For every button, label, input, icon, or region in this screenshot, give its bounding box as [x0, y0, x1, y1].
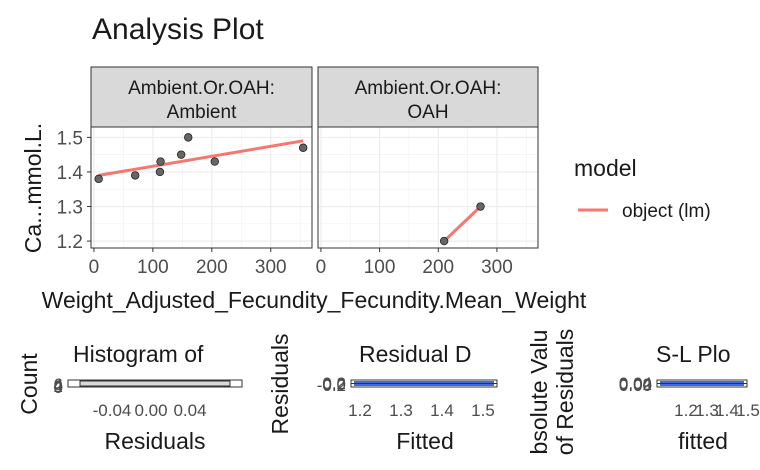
y-tick-label: -0.2: [317, 376, 346, 395]
x-tick-label: 1.3: [695, 401, 719, 420]
data-point: [298, 143, 308, 152]
facet-panel-ambient: [90, 126, 313, 249]
strip-line-1: Ambient.Or.OAH:: [128, 78, 275, 99]
main-x-axis-title: Weight_Adjusted_Fecundity_Fecundity.Mean…: [42, 287, 587, 313]
data-point: [439, 236, 449, 246]
facet-strip-ambient: Ambient.Or.OAH: Ambient: [90, 66, 313, 128]
data-point: [94, 174, 103, 184]
x-tick-label: 1.5: [471, 401, 495, 420]
histogram-bars: [79, 380, 231, 387]
y-tick-label: 0: [54, 378, 63, 397]
x-tick-label: 1.5: [736, 401, 760, 420]
histogram-y-tick-labels: 0 2 4 6: [54, 375, 63, 397]
x-tick-label: 200: [422, 257, 454, 278]
y-tick-label: 0.04: [619, 374, 652, 393]
histogram-y-axis-title: Count: [16, 353, 42, 415]
x-tick-label: -0.04: [93, 401, 132, 420]
y-tick-label: 2: [54, 377, 63, 396]
x-tick-label: 1.2: [674, 401, 698, 420]
y-tick-label: 1.3: [57, 198, 83, 219]
x-tick-label: 0.00: [134, 401, 167, 420]
y-tick-label: 0.0: [322, 375, 346, 394]
main-y-axis-title: Ca...mmol.L.: [20, 123, 46, 253]
strip-line-1: Ambient.Or.OAH:: [355, 78, 502, 99]
residual-subplot: Residual D Residuals -0.2 0.0 0.2 1.2 1.…: [267, 334, 498, 454]
main-y-tick-labels: 1.2 1.3 1.4 1.5: [57, 128, 91, 253]
legend-title: model: [574, 155, 637, 181]
scale-location-y-axis-title-1: bsolute Valu: [526, 330, 552, 455]
y-tick-label: 1.4: [57, 163, 84, 184]
x-tick-label: 1.4: [715, 401, 739, 420]
scale-location-title: S-L Plo: [656, 341, 731, 367]
histogram-subplot: Histogram of Count 0 2 4 6 -0.04 0.00 0.…: [16, 341, 243, 454]
strip-line-2: OAH: [407, 102, 448, 123]
x-tick-label: 0: [89, 257, 100, 278]
histogram-title: Histogram of: [73, 341, 204, 367]
data-point: [476, 202, 485, 211]
y-tick-label: 0.2: [322, 374, 346, 393]
x-tick-label: 100: [364, 257, 396, 278]
y-tick-label: 4: [54, 376, 63, 395]
legend-label: object (lm): [622, 201, 711, 222]
x-tick-label: 300: [255, 257, 287, 278]
residual-y-axis-title: Residuals: [267, 334, 293, 435]
main-x-tick-labels: 0 100 200 300 0 100 200 300: [89, 248, 513, 278]
fit-line: [98, 139, 304, 177]
facet-strip-oah: Ambient.Or.OAH: OAH: [317, 66, 539, 128]
facet-panel-oah: [317, 126, 539, 249]
residual-x-axis-title: Fitted: [396, 428, 454, 454]
strip-line-2: Ambient: [167, 102, 237, 123]
data-point: [210, 157, 219, 166]
x-tick-label: 1.2: [348, 401, 372, 420]
x-tick-label: 300: [481, 257, 513, 278]
y-tick-label: 1.5: [57, 128, 83, 149]
panel-border: [317, 126, 539, 249]
y-tick-label: 6: [54, 375, 63, 394]
y-tick-label: 0.00: [619, 376, 652, 395]
data-point: [130, 171, 140, 180]
fit-line: [443, 205, 482, 243]
x-tick-label: 0: [316, 257, 327, 278]
panel-background: [91, 127, 312, 248]
x-tick-label: 1.3: [389, 401, 413, 420]
data-point: [184, 133, 193, 142]
scale-location-y-axis-title-2: of Residuals: [552, 329, 578, 456]
scale-location-subplot: S-L Plo bsolute Valu of Residuals 0.00 0…: [526, 329, 760, 456]
data-point: [176, 150, 186, 159]
x-tick-label: 200: [196, 257, 228, 278]
panel-border: [90, 126, 313, 249]
x-tick-label: 0.04: [173, 401, 206, 420]
scale-location-x-axis-title: fitted: [678, 428, 728, 454]
data-point: [156, 157, 165, 166]
histogram-x-axis-title: Residuals: [105, 428, 206, 454]
panel-background: [318, 127, 538, 248]
y-tick-label: 0.02: [619, 375, 652, 394]
main-title: Analysis Plot: [92, 13, 264, 46]
data-point: [155, 167, 165, 177]
residual-title: Residual D: [359, 341, 472, 367]
x-tick-label: 100: [137, 257, 169, 278]
y-tick-label: 1.2: [57, 232, 83, 253]
x-tick-label: 1.4: [430, 401, 454, 420]
legend: model object (lm): [574, 155, 711, 222]
